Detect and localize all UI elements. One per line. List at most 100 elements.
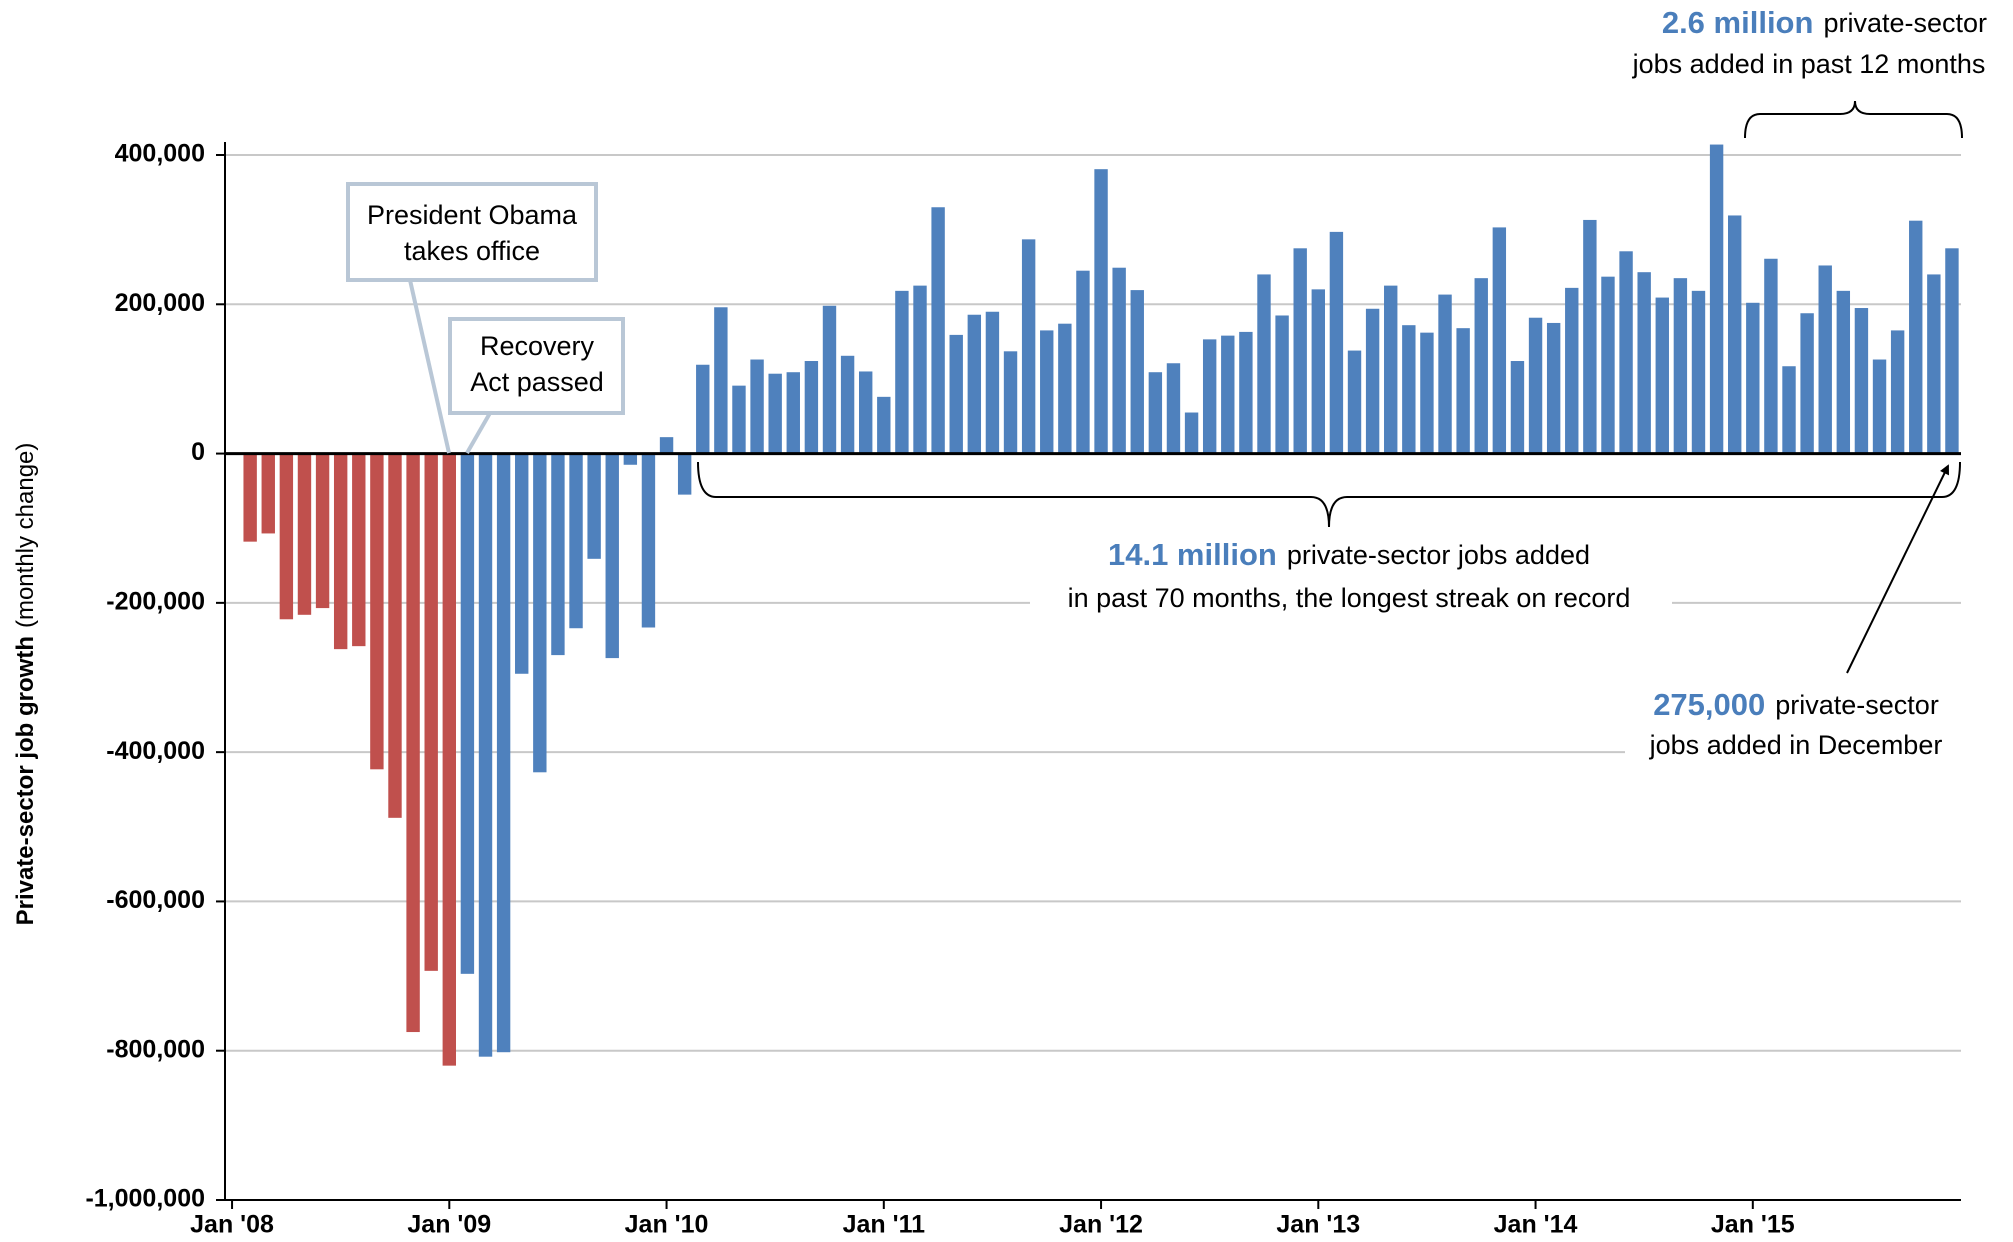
callout-text: Recovery <box>480 331 595 361</box>
bar <box>1474 278 1488 454</box>
bar <box>1890 330 1905 454</box>
bar <box>1619 251 1633 454</box>
bars <box>243 144 1959 1066</box>
bar <box>1311 289 1326 454</box>
callout-pointer <box>408 279 451 454</box>
bar <box>496 453 511 1053</box>
bar <box>442 453 457 1066</box>
annotation-text: jobs added in past 12 months <box>1632 49 1986 79</box>
callout-box <box>346 182 598 282</box>
annotation-text: 2.6 million private-sector <box>1662 5 1987 40</box>
y-axis-title-main: Private-sector job growth <box>12 636 39 925</box>
annotation-text: in past 70 months, the longest streak on… <box>1068 583 1631 613</box>
bar <box>1112 267 1126 454</box>
x-tick-label: Jan '13 <box>1276 1211 1360 1239</box>
bar <box>895 290 909 454</box>
bar <box>1637 272 1651 454</box>
bar <box>1365 308 1380 454</box>
x-tick-label: Jan '08 <box>190 1211 274 1239</box>
bar <box>840 355 855 454</box>
bar <box>587 453 601 559</box>
bar <box>1818 265 1832 454</box>
text-backdrop <box>1625 730 1970 766</box>
annotation-highlight: 14.1 million <box>1108 537 1277 572</box>
bar <box>659 437 674 454</box>
bar <box>1456 328 1470 454</box>
x-tick-label: Jan '11 <box>843 1211 925 1239</box>
bar <box>515 453 529 674</box>
bar <box>1130 290 1144 454</box>
bar <box>1347 350 1362 454</box>
bar <box>1003 351 1018 454</box>
y-tick-label: 400,000 <box>115 140 205 168</box>
bar <box>1746 302 1760 454</box>
bar <box>714 307 728 454</box>
bar <box>877 396 891 454</box>
bar <box>967 314 982 454</box>
bar <box>605 453 619 659</box>
bar <box>786 372 800 454</box>
y-axis-title: Private-sector job growth (monthly change… <box>12 443 39 926</box>
bar <box>1927 274 1941 454</box>
bar <box>352 453 366 647</box>
bar <box>243 453 257 542</box>
bar <box>1384 285 1398 454</box>
bar <box>1275 315 1289 454</box>
bar <box>696 364 710 454</box>
y-tick-label: 0 <box>191 438 205 466</box>
bar <box>1221 335 1235 454</box>
annotation-highlight: 275,000 <box>1653 687 1765 722</box>
bar <box>1492 227 1507 454</box>
y-tick-label: -600,000 <box>106 886 205 914</box>
bar <box>261 453 275 534</box>
x-tick-label: Jan '09 <box>407 1211 491 1239</box>
bar <box>388 453 402 818</box>
bar <box>1583 219 1597 454</box>
annotation-text: private-sector jobs added <box>1287 540 1590 570</box>
bar <box>1727 215 1742 454</box>
bar <box>913 285 927 454</box>
bar <box>750 359 764 454</box>
callout-text: Act passed <box>470 367 604 397</box>
bar <box>1691 290 1706 454</box>
annotation-text: 275,000 private-sector <box>1653 687 1939 722</box>
bar <box>1709 144 1724 454</box>
bar <box>1601 276 1615 454</box>
bar <box>551 453 565 656</box>
annotation-text: jobs added in December <box>1649 730 1943 760</box>
annotation-text: 14.1 million private-sector jobs added <box>1108 537 1590 572</box>
x-tick-label: Jan '12 <box>1059 1211 1143 1239</box>
x-tick-label: Jan '10 <box>625 1211 709 1239</box>
bar <box>460 453 475 974</box>
bar <box>623 453 638 465</box>
bar <box>1565 287 1579 454</box>
y-tick-label: -800,000 <box>106 1035 205 1063</box>
bar <box>478 453 493 1057</box>
bar <box>1239 331 1253 454</box>
text-backdrop <box>1030 583 1672 619</box>
annotation-text: private-sector <box>1823 8 1987 38</box>
bar <box>1764 258 1778 454</box>
bar <box>1872 359 1887 454</box>
bar <box>1438 294 1452 454</box>
brace <box>1744 100 1963 139</box>
bar <box>406 453 420 1033</box>
bar <box>424 453 438 971</box>
y-tick-label: -200,000 <box>106 587 205 615</box>
axes: -1,000,000 -800,000 -600,000 -400,000 -200,0… <box>12 140 1961 1239</box>
annotations: President Obama takes office Recovery Act p… <box>346 5 1987 766</box>
bar <box>297 453 312 615</box>
bar <box>1655 297 1669 454</box>
bar <box>1094 169 1108 454</box>
bar <box>315 453 330 609</box>
bar <box>1782 366 1796 454</box>
callout-text: takes office <box>404 236 540 266</box>
x-tick-label: Jan '15 <box>1711 1211 1795 1239</box>
bar <box>949 334 963 454</box>
bar <box>1510 361 1525 454</box>
y-tick-label: 200,000 <box>115 289 205 317</box>
bar <box>1293 248 1307 454</box>
bar <box>822 305 837 454</box>
annotation-highlight: 2.6 million <box>1662 5 1814 40</box>
